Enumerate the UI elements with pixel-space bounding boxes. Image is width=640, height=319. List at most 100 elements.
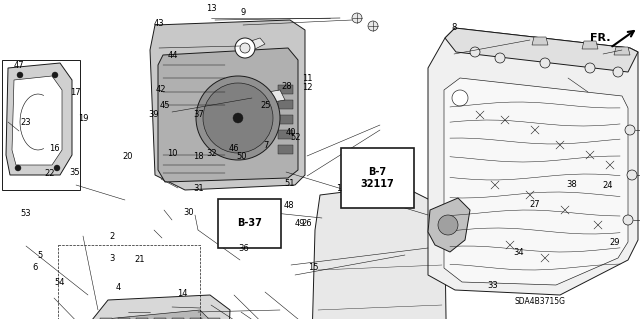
Circle shape: [585, 63, 595, 73]
Text: 20: 20: [123, 152, 133, 161]
Text: 9: 9: [241, 8, 246, 17]
Bar: [172, 318, 184, 319]
Polygon shape: [444, 78, 628, 285]
Circle shape: [196, 76, 280, 160]
Circle shape: [540, 58, 550, 68]
Text: 47: 47: [14, 61, 24, 70]
Polygon shape: [312, 185, 448, 319]
Polygon shape: [445, 80, 480, 112]
Text: 23: 23: [20, 118, 31, 127]
Polygon shape: [428, 198, 470, 252]
Bar: [118, 318, 130, 319]
Text: 13: 13: [206, 4, 216, 13]
Bar: [278, 130, 293, 139]
Bar: [2, 60, 80, 190]
Bar: [190, 318, 202, 319]
Polygon shape: [250, 90, 285, 105]
Text: SDA4B3715G: SDA4B3715G: [515, 298, 566, 307]
Text: 5: 5: [38, 251, 43, 260]
Bar: [100, 318, 112, 319]
Polygon shape: [445, 28, 638, 72]
Text: 25: 25: [260, 101, 271, 110]
Text: 21: 21: [134, 256, 145, 264]
Circle shape: [625, 125, 635, 135]
Circle shape: [438, 215, 458, 235]
Text: 54: 54: [54, 278, 65, 287]
Text: 15: 15: [308, 263, 319, 272]
Polygon shape: [150, 20, 305, 190]
Circle shape: [233, 113, 243, 123]
Text: 18: 18: [193, 152, 204, 161]
Text: 45: 45: [159, 101, 170, 110]
Text: 7: 7: [263, 141, 268, 150]
Circle shape: [470, 47, 480, 57]
Text: 36: 36: [238, 244, 248, 253]
Bar: [278, 115, 293, 124]
Circle shape: [623, 215, 633, 225]
Text: 43: 43: [154, 19, 164, 28]
Bar: [208, 318, 220, 319]
Text: 38: 38: [566, 180, 577, 189]
Bar: [278, 100, 293, 109]
Polygon shape: [582, 41, 598, 49]
Polygon shape: [82, 295, 230, 319]
Text: 44: 44: [168, 51, 178, 60]
Text: 42: 42: [156, 85, 166, 94]
Text: 4: 4: [116, 283, 121, 292]
Circle shape: [495, 53, 505, 63]
Circle shape: [17, 72, 23, 78]
Text: B-7
32117: B-7 32117: [361, 167, 394, 189]
Polygon shape: [428, 28, 638, 295]
Text: 16: 16: [49, 144, 60, 153]
Text: 46: 46: [228, 144, 239, 153]
Circle shape: [235, 38, 255, 58]
Text: 51: 51: [285, 179, 295, 188]
Text: 35: 35: [69, 168, 79, 177]
Text: 52: 52: [291, 133, 301, 142]
Polygon shape: [248, 38, 265, 50]
Text: 40: 40: [286, 128, 296, 137]
Text: 50: 50: [237, 152, 247, 161]
Circle shape: [352, 13, 362, 23]
Text: 48: 48: [284, 201, 294, 210]
Text: 37: 37: [193, 110, 204, 119]
Bar: [278, 85, 293, 94]
Text: 11: 11: [302, 74, 312, 83]
Text: 39: 39: [148, 110, 159, 119]
Text: 30: 30: [184, 208, 194, 217]
Polygon shape: [12, 76, 62, 165]
Circle shape: [54, 165, 60, 171]
Circle shape: [452, 90, 468, 106]
Text: 24: 24: [603, 181, 613, 189]
Text: 29: 29: [609, 238, 620, 247]
Text: 2: 2: [109, 232, 115, 241]
Circle shape: [15, 165, 21, 171]
Text: 8: 8: [452, 23, 457, 32]
Bar: [154, 318, 166, 319]
Text: 17: 17: [70, 88, 81, 97]
Circle shape: [613, 67, 623, 77]
Text: 34: 34: [513, 248, 524, 256]
Text: 27: 27: [529, 200, 540, 209]
Text: 14: 14: [177, 289, 188, 298]
Text: 10: 10: [168, 149, 178, 158]
Circle shape: [627, 170, 637, 180]
Text: 28: 28: [282, 82, 292, 91]
Circle shape: [240, 43, 250, 53]
Polygon shape: [532, 37, 548, 45]
Text: 33: 33: [488, 281, 498, 290]
Text: 49: 49: [294, 219, 305, 228]
Text: B-37: B-37: [237, 218, 262, 228]
Bar: [136, 318, 148, 319]
Text: 19: 19: [78, 114, 88, 122]
Text: 1: 1: [337, 184, 342, 193]
Text: 53: 53: [20, 209, 31, 218]
Polygon shape: [614, 47, 630, 55]
Polygon shape: [158, 48, 298, 182]
Text: 12: 12: [302, 83, 312, 92]
Text: 6: 6: [33, 263, 38, 272]
Text: 22: 22: [45, 169, 55, 178]
Circle shape: [52, 72, 58, 78]
Polygon shape: [90, 310, 215, 319]
Polygon shape: [6, 63, 72, 175]
